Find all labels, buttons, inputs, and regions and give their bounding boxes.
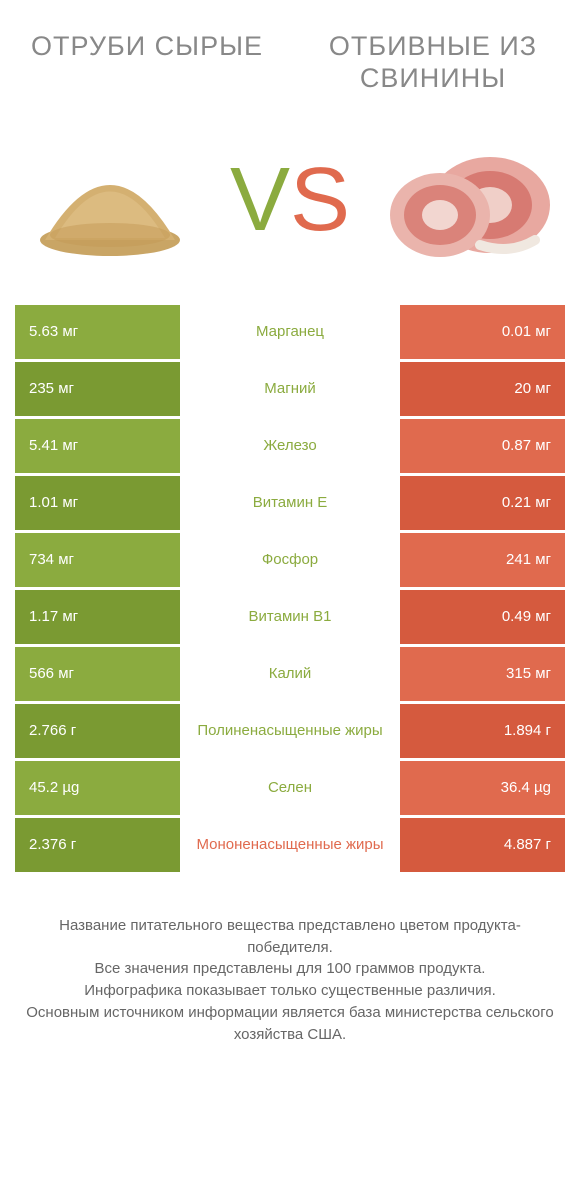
nutrient-label: Калий xyxy=(180,647,400,701)
nutrient-label: Фосфор xyxy=(180,533,400,587)
table-row: 1.17 мгВитамин B10.49 мг xyxy=(15,590,565,644)
nutrient-label: Полиненасыщенные жиры xyxy=(180,704,400,758)
nutrient-label: Магний xyxy=(180,362,400,416)
value-left: 734 мг xyxy=(15,533,180,587)
value-right: 0.01 мг xyxy=(400,305,565,359)
footer-notes: Название питательного вещества представл… xyxy=(0,875,580,1046)
value-right: 0.21 мг xyxy=(400,476,565,530)
header: ОТРУБИ СЫРЫЕ ОТБИВНЫЕ ИЗ СВИНИНЫ xyxy=(0,0,580,115)
footer-line: Все значения представлены для 100 граммо… xyxy=(20,958,560,980)
value-right: 4.887 г xyxy=(400,818,565,872)
table-row: 1.01 мгВитамин E0.21 мг xyxy=(15,476,565,530)
product-right-title: ОТБИВНЫЕ ИЗ СВИНИНЫ xyxy=(316,30,550,95)
images-row: VS xyxy=(0,115,580,305)
value-right: 36.4 µg xyxy=(400,761,565,815)
value-right: 241 мг xyxy=(400,533,565,587)
nutrient-label: Марганец xyxy=(180,305,400,359)
table-row: 5.41 мгЖелезо0.87 мг xyxy=(15,419,565,473)
table-row: 2.376 гМононенасыщенные жиры4.887 г xyxy=(15,818,565,872)
pork-icon xyxy=(380,125,560,275)
value-left: 2.376 г xyxy=(15,818,180,872)
nutrient-label: Витамин E xyxy=(180,476,400,530)
value-left: 566 мг xyxy=(15,647,180,701)
value-left: 5.41 мг xyxy=(15,419,180,473)
table-row: 566 мгКалий315 мг xyxy=(15,647,565,701)
value-left: 5.63 мг xyxy=(15,305,180,359)
comparison-table: 5.63 мгМарганец0.01 мг235 мгМагний20 мг5… xyxy=(0,305,580,872)
footer-line: Инфографика показывает только существенн… xyxy=(20,980,560,1002)
nutrient-label: Мононенасыщенные жиры xyxy=(180,818,400,872)
footer-line: Основным источником информации является … xyxy=(20,1002,560,1046)
table-row: 734 мгФосфор241 мг xyxy=(15,533,565,587)
value-left: 45.2 µg xyxy=(15,761,180,815)
table-row: 45.2 µgСелен36.4 µg xyxy=(15,761,565,815)
value-left: 1.01 мг xyxy=(15,476,180,530)
table-row: 5.63 мгМарганец0.01 мг xyxy=(15,305,565,359)
value-left: 235 мг xyxy=(15,362,180,416)
bran-icon xyxy=(20,125,200,275)
footer-line: Название питательного вещества представл… xyxy=(20,915,560,959)
value-left: 2.766 г xyxy=(15,704,180,758)
nutrient-label: Витамин B1 xyxy=(180,590,400,644)
vs-s: S xyxy=(290,150,350,250)
table-row: 235 мгМагний20 мг xyxy=(15,362,565,416)
vs-label: VS xyxy=(230,155,350,245)
value-right: 315 мг xyxy=(400,647,565,701)
value-right: 20 мг xyxy=(400,362,565,416)
nutrient-label: Селен xyxy=(180,761,400,815)
product-left-title: ОТРУБИ СЫРЫЕ xyxy=(30,30,264,95)
table-row: 2.766 гПолиненасыщенные жиры1.894 г xyxy=(15,704,565,758)
nutrient-label: Железо xyxy=(180,419,400,473)
value-right: 1.894 г xyxy=(400,704,565,758)
value-right: 0.87 мг xyxy=(400,419,565,473)
vs-v: V xyxy=(230,150,290,250)
value-right: 0.49 мг xyxy=(400,590,565,644)
value-left: 1.17 мг xyxy=(15,590,180,644)
